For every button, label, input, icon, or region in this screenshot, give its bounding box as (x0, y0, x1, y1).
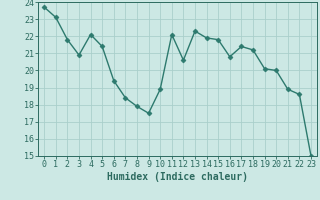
X-axis label: Humidex (Indice chaleur): Humidex (Indice chaleur) (107, 172, 248, 182)
